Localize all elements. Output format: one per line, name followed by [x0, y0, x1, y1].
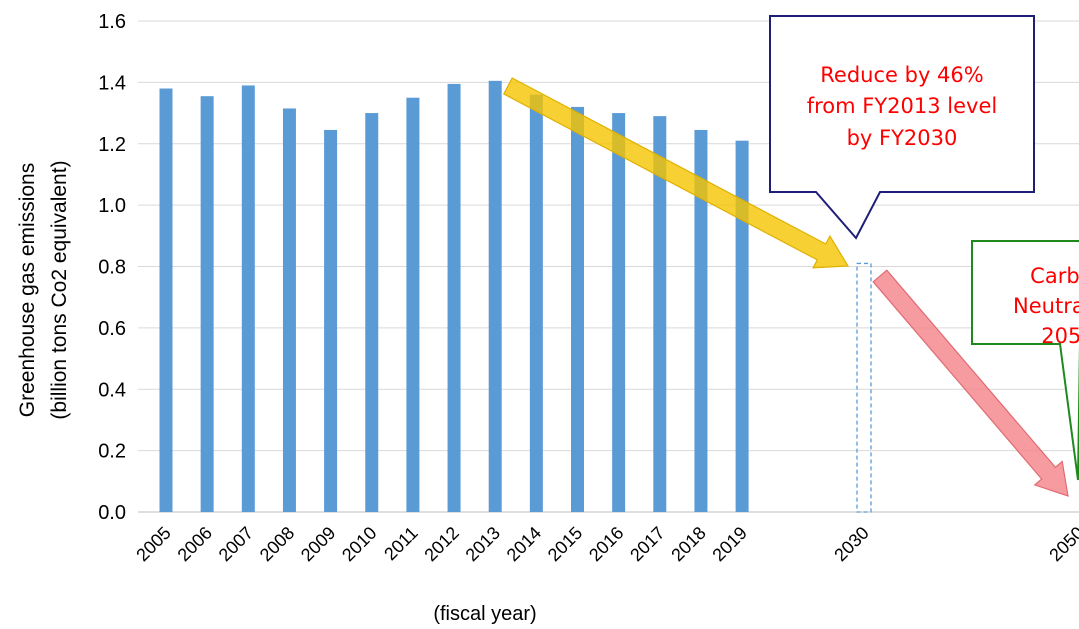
x-tick-2014: 2014	[503, 523, 545, 565]
target-bar-2030	[856, 262, 872, 513]
x-tick-2015: 2015	[544, 523, 586, 565]
neutral-line-2: Neutral by	[1013, 294, 1079, 318]
x-tick-2050: 2050	[1045, 523, 1079, 565]
carbon-neutral-callout-box	[971, 240, 1079, 481]
y-axis-ticks: 0.0 0.2 0.4 0.6 0.8 1.0 1.2 1.4 1.6	[98, 11, 126, 524]
bar-2012	[447, 83, 461, 513]
bar-2008	[282, 108, 296, 512]
bar-2014	[529, 94, 543, 513]
bar-2006	[200, 96, 214, 512]
x-tick-2017: 2017	[626, 523, 668, 565]
reduction-callout-box	[769, 15, 1035, 240]
bars	[159, 80, 749, 513]
target-2030	[856, 262, 872, 513]
y-tick-label: 1.0	[98, 195, 126, 217]
x-tick-2018: 2018	[667, 523, 709, 565]
x-tick-2030: 2030	[830, 523, 872, 565]
bar-2019	[735, 140, 749, 512]
x-tick-2009: 2009	[297, 523, 339, 565]
x-tick-2013: 2013	[462, 523, 504, 565]
bar-2015	[571, 106, 584, 513]
reduction-line-2: from FY2013 level	[807, 94, 998, 118]
reduction-line-1: Reduce by 46%	[820, 63, 983, 87]
bar-2009	[324, 129, 338, 513]
reduction-line-3: by FY2030	[847, 126, 958, 150]
bar-2016	[612, 113, 626, 512]
arrow-to-2050	[872, 269, 1069, 497]
bar-2011	[406, 97, 420, 512]
neutral-line-3: 2050	[1041, 324, 1079, 348]
y-tick-label: 1.6	[98, 11, 126, 33]
y-tick-label: 0.6	[98, 318, 126, 340]
neutral-line-1: Carbon	[1030, 264, 1079, 288]
y-tick-label: 0.2	[98, 441, 126, 463]
y-axis-label-line1: Greenhouse gas emissions	[16, 163, 39, 417]
y-tick-label: 0.8	[98, 257, 126, 279]
x-tick-2005: 2005	[132, 523, 174, 565]
bar-2007	[241, 85, 255, 512]
x-tick-2008: 2008	[256, 523, 298, 565]
x-tick-2006: 2006	[174, 523, 216, 565]
x-tick-2012: 2012	[420, 523, 462, 565]
x-tick-2016: 2016	[585, 523, 627, 565]
y-tick-label: 0.0	[98, 502, 126, 524]
bar-2018	[694, 129, 708, 513]
y-tick-label: 0.4	[98, 379, 126, 401]
y-axis-label-line2: (billion tons Co2 equivalent)	[48, 160, 71, 419]
bar-2013	[488, 80, 502, 512]
bar-2017	[653, 116, 667, 512]
x-tick-2011: 2011	[380, 523, 422, 565]
x-tick-2019: 2019	[708, 523, 750, 565]
y-tick-label: 1.2	[98, 134, 126, 156]
x-tick-2007: 2007	[215, 523, 257, 565]
y-tick-label: 1.4	[98, 72, 126, 94]
trend-arrows	[502, 77, 1069, 497]
arrow-to-2030	[502, 77, 850, 269]
x-axis-label: (fiscal year)	[433, 603, 536, 625]
x-tick-2010: 2010	[338, 523, 380, 565]
bar-2010	[365, 113, 379, 512]
bar-2005	[159, 88, 173, 512]
